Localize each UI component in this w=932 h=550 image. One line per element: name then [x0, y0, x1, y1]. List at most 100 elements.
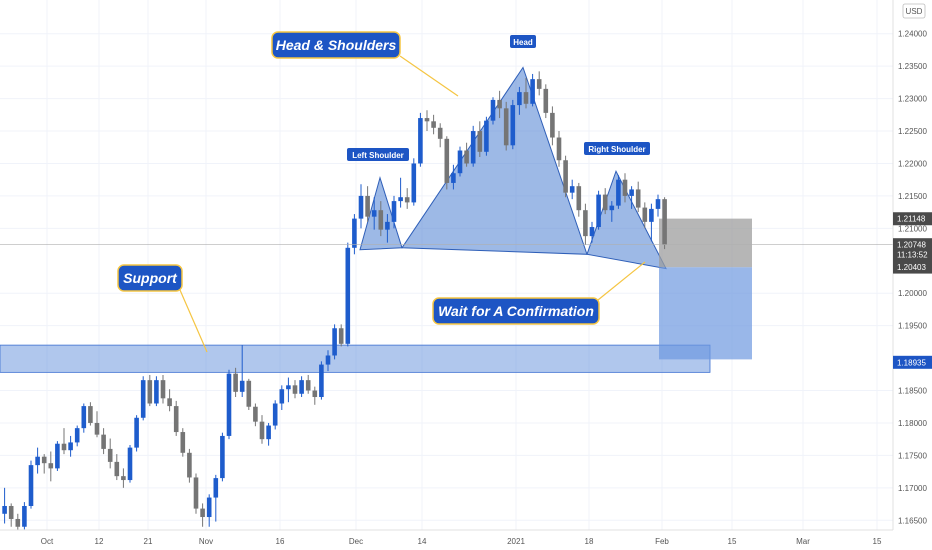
x-tick-label: Nov	[199, 537, 213, 546]
candle-body	[437, 127, 443, 139]
x-tick-label: Mar	[796, 537, 810, 546]
candle-body	[338, 328, 344, 344]
candle-body	[41, 456, 47, 464]
candle-body	[134, 417, 139, 448]
candle-body	[332, 328, 337, 356]
candle-body	[55, 443, 60, 469]
price-label-text: 1.20748	[897, 241, 926, 250]
candle-body	[411, 163, 417, 203]
head-tag: Head	[510, 35, 536, 48]
head-shoulders-callout: Head & Shoulders	[271, 31, 401, 59]
currency-label: USD	[906, 7, 923, 16]
candle-body	[345, 247, 351, 344]
candle-body	[536, 79, 542, 89]
x-ticks: Oct 12 21 Nov 16 Dec 14 2021 18 Feb 15 Mar 15	[41, 537, 882, 546]
candle-body	[160, 380, 166, 399]
candle-body	[299, 380, 304, 394]
head-shoulders-leader	[399, 55, 459, 97]
candle-body	[2, 505, 7, 514]
y-tick-label: 1.18000	[898, 419, 927, 428]
candle-body	[431, 121, 436, 128]
candle-body	[503, 108, 509, 146]
right-shoulder-label: Right Shoulder	[588, 145, 645, 154]
candle-body	[464, 150, 469, 164]
candle-body	[239, 380, 245, 392]
candle-body	[470, 131, 476, 164]
price-label-text: 1.20403	[897, 263, 926, 272]
candle-body	[655, 199, 661, 209]
candle-body	[173, 406, 179, 433]
candle-body	[22, 505, 27, 527]
candle-body	[358, 195, 364, 219]
price-axis-background	[893, 0, 932, 550]
candle-body	[563, 160, 568, 193]
y-tick-label: 1.16500	[898, 516, 927, 525]
price-label-text: 1.21148	[897, 215, 926, 224]
x-tick-label: 15	[728, 537, 737, 546]
candle-body	[292, 385, 298, 394]
price-axis: USD 1.240001.235001.230001.225001.220001…	[892, 0, 932, 550]
candle-body	[404, 197, 410, 203]
y-tick-label: 1.20000	[898, 289, 927, 298]
candle-body	[61, 443, 67, 451]
candle-body	[305, 380, 311, 391]
candle-body	[94, 422, 100, 435]
candle-body	[583, 210, 588, 237]
y-tick-label: 1.18500	[898, 387, 927, 396]
candle-body	[259, 421, 265, 440]
candle-body	[147, 380, 153, 404]
price-label-box	[893, 248, 932, 262]
candle-body	[490, 99, 496, 121]
candle-body	[187, 452, 192, 478]
candle-body	[200, 508, 205, 518]
x-tick-label: 21	[144, 537, 153, 546]
take-profit-box	[659, 267, 752, 360]
y-tick-label: 1.23500	[898, 62, 927, 71]
y-tick-label: 1.19500	[898, 322, 927, 331]
candle-body	[596, 194, 601, 228]
candle-body	[206, 497, 212, 518]
candle-body	[101, 434, 106, 449]
candle-body	[550, 112, 555, 138]
candle-body	[616, 179, 621, 206]
callout-box	[271, 31, 401, 59]
callout-box	[117, 264, 183, 292]
candle-body	[81, 406, 87, 429]
candle-body	[510, 105, 516, 146]
candle-body	[35, 456, 40, 466]
right-shoulder-triangle	[586, 169, 667, 270]
candle-body	[424, 118, 430, 122]
candle-body	[609, 205, 615, 211]
x-tick-label: 12	[95, 537, 104, 546]
candle-body	[233, 373, 238, 392]
wait-confirmation-label: Wait for A Confirmation	[438, 303, 594, 319]
candle-body	[121, 476, 126, 481]
candle-body	[193, 477, 199, 509]
time-axis-background	[0, 530, 932, 550]
y-tick-label: 1.22500	[898, 127, 927, 136]
candle-body	[312, 390, 318, 398]
currency-badge	[902, 3, 926, 19]
stop-loss-box	[659, 218, 752, 268]
candle-body	[543, 88, 549, 113]
callout-box	[432, 297, 600, 325]
x-tick-label: Oct	[41, 537, 54, 546]
candle-body	[649, 208, 654, 222]
support-label: Support	[123, 270, 178, 286]
candle-body	[391, 201, 397, 222]
candle-body	[569, 186, 575, 193]
candle-body	[530, 79, 535, 104]
support-zone	[0, 344, 711, 373]
price-label-text: 1.18935	[897, 358, 926, 367]
candle-body	[15, 518, 21, 527]
candle-body	[662, 199, 667, 245]
candle-body	[635, 189, 641, 208]
candle-body	[365, 195, 370, 217]
x-tick-label: 18	[585, 537, 594, 546]
head-shoulders-label: Head & Shoulders	[276, 37, 397, 53]
tag-box	[347, 148, 409, 161]
candle-body	[371, 210, 377, 217]
right-shoulder-tag: Right Shoulder	[584, 142, 650, 155]
candle-body	[444, 138, 450, 183]
